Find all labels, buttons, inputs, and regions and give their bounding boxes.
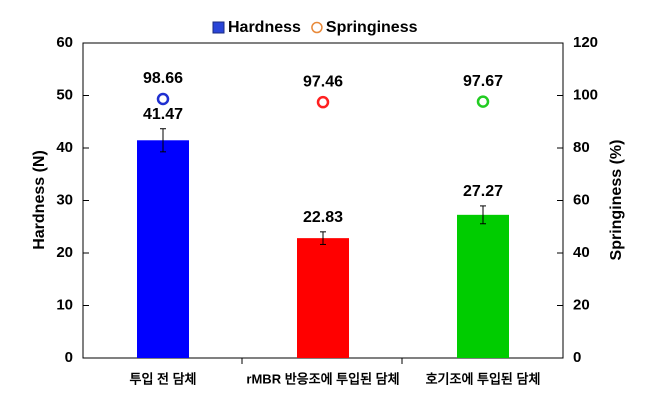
y2-tick-label: 0: [573, 349, 581, 366]
data-label: 97.46: [303, 73, 343, 90]
x-tick-label: 호기조에 투입된 담체: [426, 371, 541, 386]
legend-swatch: [212, 21, 225, 34]
y2-tick-label: 40: [573, 244, 590, 261]
x-tick-label: 투입 전 담체: [129, 371, 196, 386]
y-axis-label: Hardness (N): [31, 150, 48, 250]
y2-tick-label: 20: [573, 296, 590, 313]
legend-label: Hardness: [228, 19, 301, 36]
marker: [476, 95, 490, 108]
y-tick-label: 0: [65, 349, 73, 366]
data-label: 98.66: [143, 70, 183, 87]
bar: [457, 214, 509, 358]
bar: [137, 140, 189, 358]
y2-tick-label: 120: [573, 34, 598, 51]
marker: [316, 95, 330, 109]
y-tick-label: 60: [56, 34, 73, 51]
y2-axis-label: Springiness (%): [608, 140, 625, 261]
error-bar: [320, 231, 326, 245]
error-bar: [160, 128, 166, 153]
data-label: 41.47: [143, 106, 183, 123]
data-label: 97.67: [463, 73, 503, 90]
marker: [156, 92, 170, 106]
y2-tick-label: 60: [573, 191, 590, 208]
y2-tick-label: 80: [573, 139, 590, 156]
y-tick-label: 50: [56, 86, 73, 103]
x-tick-label: rMBR 반응조에 투입된 담체: [246, 371, 399, 386]
legend-label: Springiness: [326, 19, 418, 36]
y-tick-label: 20: [56, 244, 73, 261]
error-bar: [480, 205, 486, 225]
data-label: 27.27: [463, 183, 503, 200]
y2-tick-label: 100: [573, 86, 598, 103]
y-tick-label: 10: [56, 296, 73, 313]
bar: [297, 238, 349, 358]
y-tick-label: 30: [56, 191, 73, 208]
legend-swatch: [311, 21, 323, 34]
y-tick-label: 40: [56, 139, 73, 156]
data-label: 22.83: [303, 209, 343, 226]
